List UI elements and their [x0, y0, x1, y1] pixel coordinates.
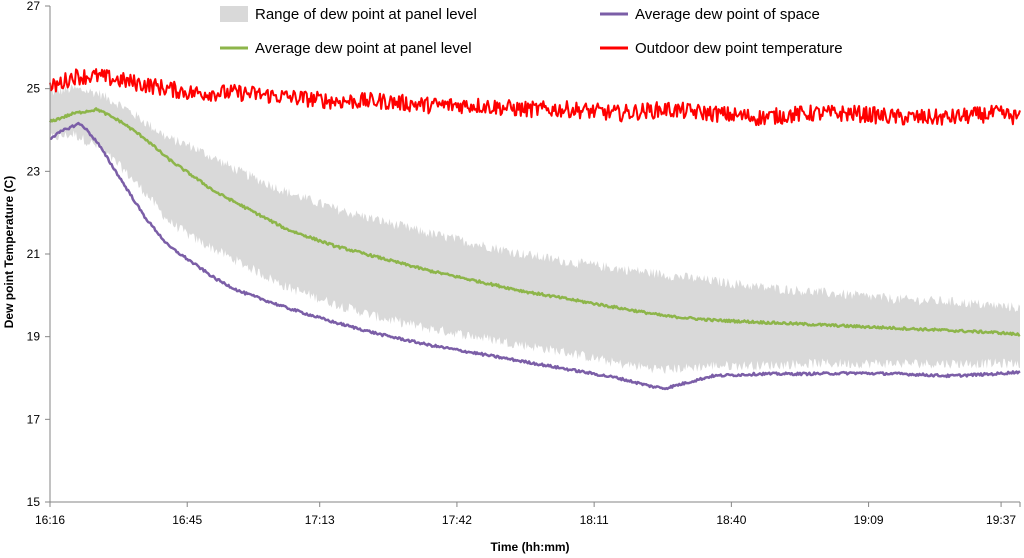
y-tick-label: 15 [27, 495, 41, 509]
legend-label-space: Average dew point of space [635, 6, 820, 23]
y-tick-label: 23 [27, 164, 41, 178]
legend-label-outdoor: Outdoor dew point temperature [635, 40, 843, 57]
y-tick-label: 17 [27, 412, 41, 426]
x-tick-label: 19:37 [986, 513, 1016, 527]
x-tick-label: 16:45 [172, 513, 202, 527]
legend: Range of dew point at panel level Average… [220, 6, 843, 57]
legend-label-panel: Average dew point at panel level [255, 40, 472, 57]
y-axis-title: Dew point Temperature (C) [2, 176, 16, 328]
plot-area [48, 68, 1021, 391]
x-tick-label: 18:40 [716, 513, 746, 527]
series-line-outdoor [49, 68, 1021, 127]
series-line-space [49, 121, 1021, 391]
x-tick-label: 17:13 [305, 513, 335, 527]
series-line-panel [48, 107, 1021, 337]
y-tick-label: 21 [27, 247, 41, 261]
y-tick-label: 27 [27, 0, 41, 13]
legend-label-range: Range of dew point at panel level [255, 6, 477, 23]
range-band [50, 84, 1020, 374]
x-tick-label: 16:16 [35, 513, 65, 527]
x-tick-label: 18:11 [580, 513, 609, 527]
x-tick-label: 17:42 [442, 513, 472, 527]
x-axis-title: Time (hh:mm) [490, 540, 569, 554]
y-tick-label: 25 [27, 82, 41, 96]
y-tick-label: 19 [27, 330, 41, 344]
x-tick-label: 19:09 [854, 513, 884, 527]
axes: 15 17 19 21 23 25 27 16:16 16:45 17:13 17:42 18:11 1… [27, 0, 1021, 527]
legend-swatch-range [220, 6, 248, 22]
